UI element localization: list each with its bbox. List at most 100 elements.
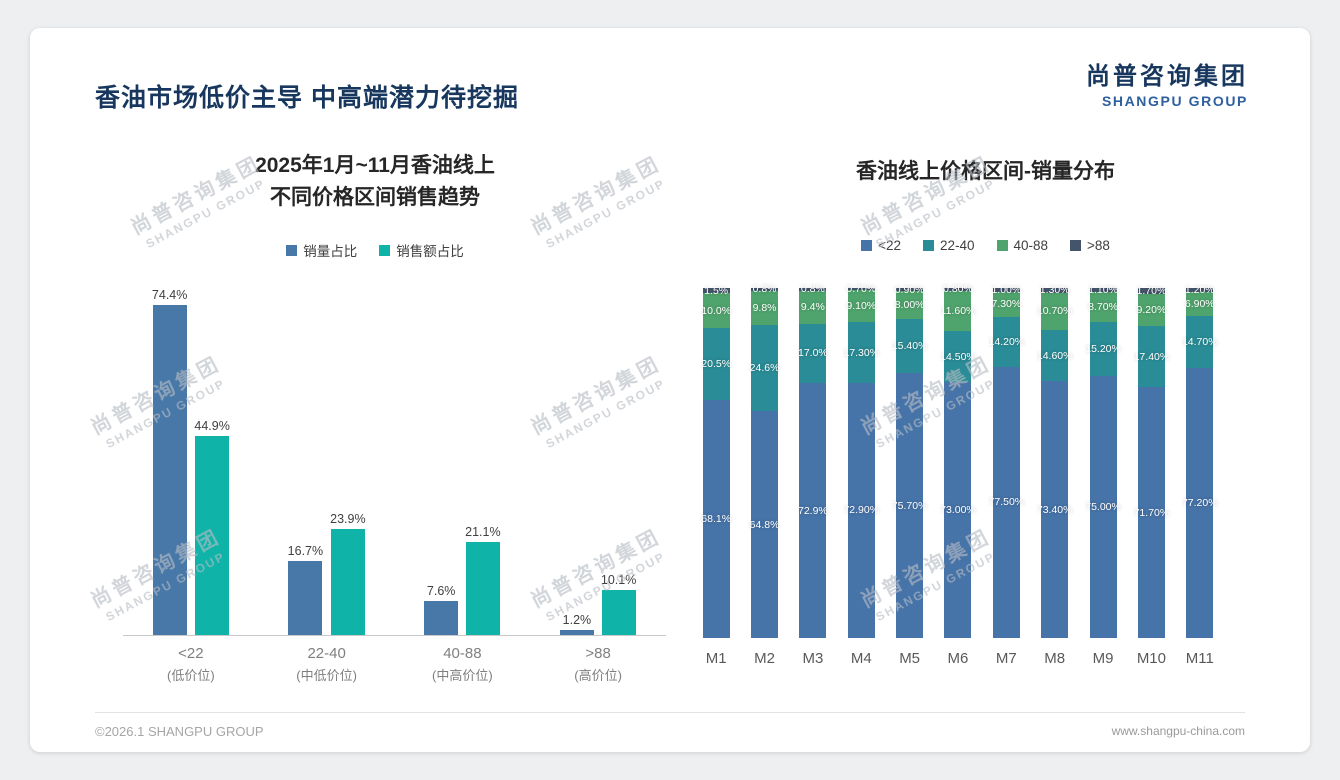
right-chart-title: 香油线上价格区间-销量分布 (856, 160, 1115, 183)
bar-rect (424, 601, 459, 635)
bar-group: 16.7% 23.9% (288, 512, 366, 635)
bar-value-label: 21.1% (465, 524, 501, 539)
segment-value-label: 1.30% (1039, 284, 1070, 297)
chart-column: 16.7% 23.9% (259, 273, 395, 635)
legend-label: 22-40 (939, 238, 975, 253)
category-label: M5 (899, 650, 921, 667)
chart-column: 0.80% 11.60% 14.50% 73.00% (934, 283, 982, 638)
legend-item: <22 (861, 238, 901, 253)
bar: 1.2% (559, 612, 594, 635)
logo-text-cn: 尚普咨询集团 (1086, 63, 1248, 90)
left-chart-categories: <22 (低价位) 22-40 (中低价位) 40-88 (中高价位) >88 (高价位) (123, 645, 666, 684)
bar-value-label: 16.7% (287, 544, 324, 558)
chart-column: 0.90% 8.00% 15.40% 75.70% (885, 284, 933, 638)
segment-value-label: 1.70% (1136, 284, 1167, 297)
bar-segment: 9.8% (751, 290, 779, 326)
segment-value-label: 9.10% (846, 300, 877, 313)
bar-segment: 0.70% (846, 283, 876, 295)
segment-value-label: 14.50% (940, 350, 976, 363)
legend-label: 40-88 (1013, 238, 1049, 253)
bar-segment: 1.10% (1088, 284, 1118, 296)
right-chart-categories: M1 M2 M3 M4 M5 M6 M7 M8 M9 M10 M11 (692, 650, 1224, 667)
company-logo: 尚普咨询集团 SHANGPU GROUP (1086, 56, 1248, 109)
bar-rect (195, 436, 230, 635)
bar: 16.7% (288, 544, 323, 635)
segment-value-label: 14.60% (1036, 349, 1073, 362)
bar-rect (559, 629, 594, 635)
bar-segment: 1.70% (1136, 284, 1167, 297)
segment-value-label: 0.8% (800, 283, 825, 296)
category-label-line1: 40-88 (443, 645, 482, 662)
left-chart-title: 2025年1月~11月香油线上 不同价格区间销售趋势 (100, 150, 650, 214)
bar: 74.4% (152, 288, 187, 635)
bar-value-label: 1.2% (562, 612, 592, 627)
footer-website: www.shangpu-china.com (1111, 724, 1245, 738)
segment-value-label: 11.60% (940, 305, 976, 318)
legend-label: <22 (878, 238, 901, 253)
segment-value-label: 17.0% (798, 347, 828, 360)
stacked-bar: 0.8% 9.8% 24.6% 64.8% (749, 283, 780, 638)
legend-swatch (379, 244, 391, 256)
bar-segment: 9.4% (799, 290, 827, 324)
segment-value-label: 72.90% (843, 504, 880, 517)
category-label: M1 (705, 650, 727, 667)
slide: 尚普咨询集团 SHANGPU GROUP 尚普咨询集团 SHANGPU GROUP 尚普… (30, 28, 1310, 752)
bar-rect (152, 305, 187, 635)
segment-value-label: 71.70% (1133, 506, 1170, 519)
bar-segment: 17.30% (843, 322, 879, 383)
segment-value-label: 15.40% (891, 340, 928, 353)
segment-value-label: 0.90% (894, 283, 925, 296)
category-label-line2: (低价位) (167, 668, 215, 683)
bar-segment: 14.50% (940, 331, 976, 383)
legend-item: 销量占比 (286, 240, 357, 260)
category-label-line1: >88 (585, 645, 611, 662)
bar-rect (601, 590, 636, 635)
chart-column: 1.10% 8.70% 15.20% 75.00% (1079, 284, 1127, 638)
bar-group: 74.4% 44.9% (152, 288, 230, 635)
bar-segment: 24.6% (749, 325, 780, 412)
bar-segment: 0.8% (799, 283, 827, 295)
bar-value-label: 7.6% (426, 584, 456, 599)
bar-segment: 8.70% (1088, 291, 1118, 323)
bar: 10.1% (601, 573, 636, 635)
category-label-line2: (中低价位) (296, 668, 357, 683)
segment-value-label: 10.70% (1036, 305, 1073, 318)
bar: 44.9% (194, 419, 230, 635)
legend-label: 销售额占比 (396, 244, 464, 259)
chart-column: 0.70% 9.10% 17.30% 72.90% (837, 283, 885, 638)
stacked-bar: 1.5% 10.0% 20.5% 68.1% (701, 285, 731, 638)
category-label: M7 (995, 650, 1017, 667)
legend-label: 销量占比 (303, 244, 358, 259)
category-label: M2 (754, 650, 775, 667)
category-label: M11 (1185, 650, 1214, 667)
left-chart-title-line1: 2025年1月~11月香油线上 (255, 154, 495, 177)
bar-segment: 15.20% (1085, 322, 1121, 376)
page-title: 香油市场低价主导 中高端潜力待挖掘 (95, 84, 519, 112)
right-chart-plot: 1.5% 10.0% 20.5% 68.1% 0.8% 9.8% 24.6% 64.8% 0.8… (692, 283, 1224, 638)
bar-segment: 72.9% (798, 383, 828, 638)
bar-segment: 75.00% (1085, 375, 1121, 638)
legend-swatch (1070, 240, 1082, 251)
slide-footer: ©2026.1 SHANGPU GROUP www.shangpu-china.… (95, 712, 1245, 739)
bar-segment: 15.40% (892, 319, 927, 374)
bar-value-label: 74.4% (151, 288, 188, 303)
bar-segment: 7.30% (991, 291, 1021, 318)
segment-value-label: 0.70% (846, 283, 877, 296)
bar-segment: 73.00% (940, 382, 976, 638)
left-chart-legend: 销量占比 销售额占比 (100, 240, 650, 260)
bar-segment: 17.0% (798, 323, 828, 384)
segment-value-label: 9.20% (1136, 304, 1167, 317)
bar-segment: 9.20% (1136, 293, 1167, 327)
category-label: M3 (802, 650, 824, 667)
bar-segment: 0.90% (895, 284, 925, 296)
segment-value-label: 24.6% (749, 362, 780, 375)
category-label: 40-88 (中高价位) (395, 645, 531, 684)
left-chart-plot: 74.4% 44.9% 16.7% 23.9% 7.6% 21.1% 1.2% 10.1% (123, 273, 666, 636)
bar-segment: 1.30% (1040, 284, 1070, 296)
bar-segment: 11.60% (941, 290, 975, 332)
chart-column: 1.00% 7.30% 14.20% 77.50% (982, 284, 1030, 638)
footer-copyright: ©2026.1 SHANGPU GROUP (95, 724, 264, 739)
bar-segment: 0.8% (751, 283, 779, 295)
bar-segment: 64.8% (750, 411, 779, 638)
segment-value-label: 9.8% (752, 301, 777, 314)
